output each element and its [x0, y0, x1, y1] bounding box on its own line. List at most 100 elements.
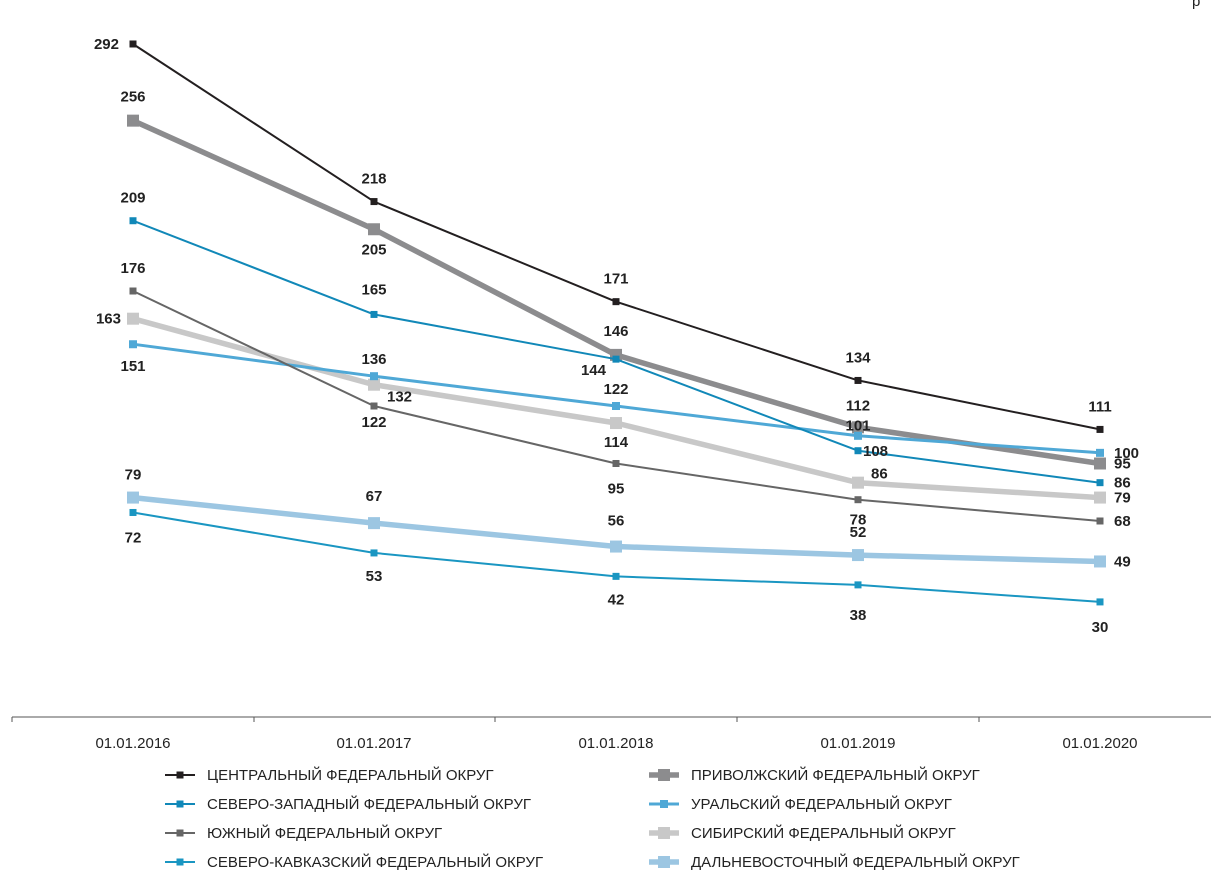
x-tick-label: 01.01.2019: [820, 735, 895, 752]
data-label: 111: [1088, 398, 1111, 415]
legend-item-1: ЦЕНТРАЛЬНЫЙ ФЕДЕРАЛЬНЫЙ ОКРУГ: [165, 766, 494, 784]
series-7: [127, 312, 1106, 504]
data-point: [612, 572, 620, 580]
data-label: 101: [845, 418, 870, 435]
data-label: 122: [603, 381, 628, 398]
data-point: [370, 310, 378, 318]
data-label: 218: [361, 171, 386, 188]
data-point: [612, 402, 620, 411]
data-point: [610, 540, 622, 553]
data-point: [1096, 425, 1104, 433]
data-point: [127, 312, 139, 325]
data-point: [1096, 479, 1104, 487]
data-label: 79: [1114, 490, 1131, 507]
legend-label: СЕВЕРО-КАВКАЗСКИЙ ФЕДЕРАЛЬНЫЙ ОКРУГ: [207, 853, 543, 871]
data-label: 209: [120, 190, 145, 207]
legend: ЦЕНТРАЛЬНЫЙ ФЕДЕРАЛЬНЫЙ ОКРУГ СЕВЕРО-ЗАПА…: [165, 766, 1020, 871]
data-point: [854, 447, 862, 455]
data-point: [612, 459, 620, 467]
data-label: 136: [361, 351, 386, 368]
legend-label: ЮЖНЫЙ ФЕДЕРАЛЬНЫЙ ОКРУГ: [207, 824, 442, 842]
data-label: 38: [850, 607, 867, 624]
legend-label: УРАЛЬСКИЙ ФЕДЕРАЛЬНЫЙ ОКРУГ: [691, 795, 952, 813]
value-labels: 292 218 171 134 111 209 165 144 101 86 176 122 95 78 6…: [94, 36, 1139, 636]
data-point: [129, 40, 137, 48]
data-point: [368, 378, 380, 391]
legend-marker: [176, 858, 184, 866]
data-label: 79: [125, 467, 142, 484]
legend-item-8: ДАЛЬНЕВОСТОЧНЫЙ ФЕДЕРАЛЬНЫЙ ОКРУГ: [649, 853, 1020, 871]
data-label: 108: [863, 443, 888, 460]
data-point: [127, 114, 139, 127]
data-point: [612, 298, 620, 306]
series-1: [129, 40, 1104, 433]
data-label: 205: [361, 241, 386, 258]
data-label: 171: [603, 271, 628, 288]
legend-marker: [658, 856, 670, 868]
data-point: [370, 198, 378, 206]
data-point: [129, 508, 137, 516]
data-point: [1096, 448, 1104, 457]
legend-item-7: СИБИРСКИЙ ФЕДЕРАЛЬНЫЙ ОКРУГ: [649, 824, 956, 842]
corner-text: р: [1192, 0, 1200, 10]
data-point: [854, 581, 862, 589]
legend-item-2: СЕВЕРО-ЗАПАДНЫЙ ФЕДЕРАЛЬНЫЙ ОКРУГ: [165, 795, 531, 813]
data-label: 68: [1114, 513, 1131, 530]
data-label: 114: [604, 434, 629, 451]
series-line: [132, 43, 1101, 431]
data-point: [129, 340, 137, 349]
legend-label: ПРИВОЛЖСКИЙ ФЕДЕРАЛЬНЫЙ ОКРУГ: [691, 766, 980, 784]
data-label: 132: [387, 389, 412, 406]
legend-item-6: УРАЛЬСКИЙ ФЕДЕРАЛЬНЫЙ ОКРУГ: [649, 795, 952, 813]
data-label: 86: [871, 466, 888, 483]
legend-label: ЦЕНТРАЛЬНЫЙ ФЕДЕРАЛЬНЫЙ ОКРУГ: [207, 766, 494, 784]
data-point: [129, 217, 137, 225]
legend-label: СЕВЕРО-ЗАПАДНЫЙ ФЕДЕРАЛЬНЫЙ ОКРУГ: [207, 795, 531, 813]
legend-marker: [660, 800, 668, 808]
data-point: [1094, 491, 1106, 504]
data-point: [368, 223, 380, 236]
data-label: 134: [845, 349, 871, 366]
data-point: [127, 491, 139, 504]
data-point: [129, 287, 137, 295]
data-label: 78: [850, 512, 867, 529]
data-point: [1096, 517, 1104, 525]
data-point: [852, 476, 864, 489]
data-point: [1094, 555, 1106, 568]
data-point: [854, 496, 862, 504]
series-8: [127, 491, 1106, 568]
series-5: [127, 114, 1106, 470]
data-point: [852, 421, 864, 434]
data-point: [370, 549, 378, 557]
data-label: 42: [608, 591, 625, 608]
data-label: 95: [608, 480, 625, 497]
data-label: 292: [94, 36, 119, 53]
data-point: [1094, 457, 1106, 470]
data-label: 30: [1092, 619, 1109, 636]
data-label: 67: [366, 488, 383, 505]
data-label: 256: [120, 89, 145, 106]
series-line: [131, 118, 1101, 467]
x-tick-label: 01.01.2018: [578, 735, 653, 752]
data-point: [610, 417, 622, 430]
series-layer: [127, 40, 1106, 606]
series-3: [129, 287, 1104, 525]
legend-label: ДАЛЬНЕВОСТОЧНЫЙ ФЕДЕРАЛЬНЫЙ ОКРУГ: [691, 853, 1020, 871]
data-label: 151: [120, 358, 145, 375]
x-axis: 01.01.2016 01.01.2017 01.01.2018 01.01.2019…: [11, 716, 1211, 752]
data-point: [854, 376, 862, 384]
legend-item-4: СЕВЕРО-КАВКАЗСКИЙ ФЕДЕРАЛЬНЫЙ ОКРУГ: [165, 853, 543, 871]
data-label: 100: [1114, 445, 1139, 462]
data-label: 122: [361, 414, 386, 431]
data-label: 144: [581, 362, 607, 379]
data-label: 165: [361, 281, 386, 298]
legend-marker: [176, 829, 184, 837]
data-label: 56: [608, 513, 625, 530]
legend-marker: [658, 827, 670, 839]
data-point: [854, 431, 862, 440]
data-point: [1096, 598, 1104, 606]
x-tick-label: 01.01.2020: [1062, 735, 1137, 752]
x-tick-label: 01.01.2017: [336, 735, 411, 752]
x-tick-label: 01.01.2016: [95, 735, 170, 752]
